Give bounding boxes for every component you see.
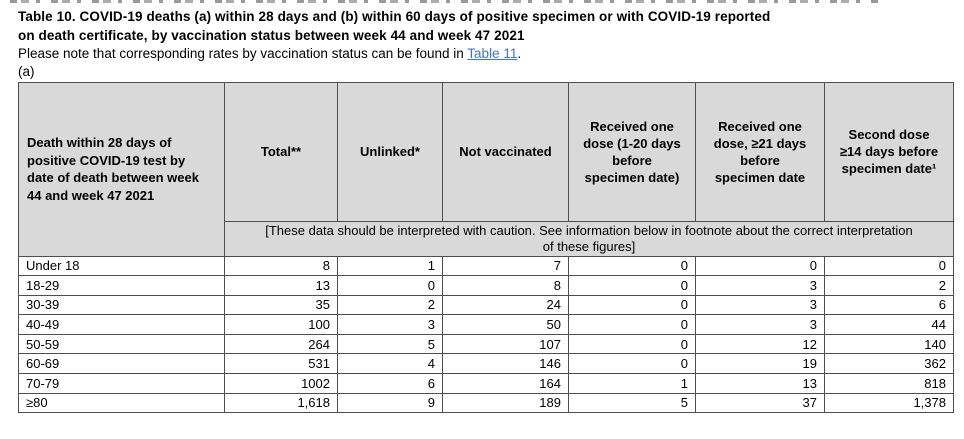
caution-note: [These data should be interpreted with c… (224, 220, 954, 257)
value-cell: 0 (568, 294, 696, 316)
value-cell: 2 (824, 275, 954, 296)
value-cell: 0 (695, 255, 825, 277)
value-cell: 3 (695, 275, 825, 296)
table-row: ≥80 1,618 9 189 5 37 1,378 (18, 392, 954, 414)
age-row-label: 70-79 (18, 373, 225, 394)
age-row-label: 30-39 (18, 294, 225, 316)
value-cell: 13 (224, 275, 338, 296)
value-cell: 24 (442, 294, 569, 316)
table-title: Table 10. COVID-19 deaths (a) within 28 … (18, 9, 771, 43)
value-cell: 1,378 (824, 392, 954, 414)
col-header-one-dose-21plus: Received one dose, ≥21 days before speci… (695, 81, 825, 222)
col-header-second-dose: Second dose ≥14 days before specimen dat… (824, 81, 954, 222)
age-row-label: Under 18 (18, 255, 225, 277)
value-cell: 1,618 (224, 392, 338, 414)
table-header: Death within 28 days of positive COVID-1… (18, 81, 954, 257)
value-cell: 3 (337, 314, 443, 335)
value-cell: 44 (824, 314, 954, 335)
value-cell: 146 (442, 353, 569, 375)
value-cell: 13 (695, 373, 825, 394)
note-suffix: . (517, 46, 522, 61)
table-11-link[interactable]: Table 11 (467, 46, 518, 61)
value-cell: 6 (824, 294, 954, 316)
value-cell: 189 (442, 392, 569, 414)
note-text: Please note that corresponding rates by … (18, 46, 468, 61)
table-row: 60-69 531 4 146 0 19 362 (18, 353, 954, 375)
col-header-not-vaccinated: Not vaccinated (442, 81, 569, 222)
value-cell: 107 (442, 333, 569, 355)
col-header-total: Total** (224, 81, 338, 222)
header-row: Death within 28 days of positive COVID-1… (18, 81, 954, 257)
value-cell: 0 (568, 333, 696, 355)
value-cell: 0 (337, 275, 443, 296)
value-cell: 0 (824, 255, 954, 277)
value-cell: 0 (568, 255, 696, 277)
note-line: Please note that corresponding rates by … (18, 45, 964, 63)
value-cell: 140 (824, 333, 954, 355)
col-header-unlinked: Unlinked* (337, 81, 443, 222)
value-cell: 264 (224, 333, 338, 355)
age-row-label: 50-59 (18, 333, 225, 355)
value-cell: 100 (224, 314, 338, 335)
covid-deaths-table: Death within 28 days of positive COVID-1… (18, 81, 954, 414)
value-cell: 164 (442, 373, 569, 394)
value-cell: 9 (337, 392, 443, 414)
caution-row: [These data should be interpreted with c… (19, 220, 954, 257)
table-row: 40-49 100 3 50 0 3 44 (18, 314, 954, 335)
value-cell: 0 (568, 275, 696, 296)
value-cell: 8 (442, 275, 569, 296)
value-cell: 0 (568, 353, 696, 375)
value-cell: 0 (568, 314, 696, 335)
value-cell: 362 (824, 353, 954, 375)
clipped-text-strip (10, 0, 882, 3)
value-cell: 2 (337, 294, 443, 316)
value-cell: 37 (695, 392, 825, 414)
value-cell: 7 (442, 255, 569, 277)
value-cell: 6 (337, 373, 443, 394)
value-cell: 4 (337, 353, 443, 375)
section-label: (a) (18, 63, 35, 79)
value-cell: 3 (695, 294, 825, 316)
value-cell: 818 (824, 373, 954, 394)
value-cell: 531 (224, 353, 338, 375)
table-row: 50-59 264 5 107 0 12 140 (18, 333, 954, 355)
value-cell: 1 (568, 373, 696, 394)
col-header-one-dose-1-20: Received one dose (1-20 days before spec… (568, 81, 696, 222)
age-row-label: 40-49 (18, 314, 225, 335)
table-row: 30-39 35 2 24 0 3 6 (18, 294, 954, 316)
value-cell: 19 (695, 353, 825, 375)
age-row-label: 60-69 (18, 353, 225, 375)
value-cell: 5 (337, 333, 443, 355)
value-cell: 12 (695, 333, 825, 355)
age-row-label: 18-29 (18, 275, 225, 296)
value-cell: 5 (568, 392, 696, 414)
value-cell: 1 (337, 255, 443, 277)
value-cell: 50 (442, 314, 569, 335)
table-row: 70-79 1002 6 164 1 13 818 (18, 373, 954, 394)
age-row-label: ≥80 (18, 392, 225, 414)
row-header-cell: Death within 28 days of positive COVID-1… (18, 81, 225, 257)
value-cell: 8 (224, 255, 338, 277)
value-cell: 1002 (224, 373, 338, 394)
value-cell: 35 (224, 294, 338, 316)
table-row: 18-29 13 0 8 0 3 2 (18, 275, 954, 296)
value-cell: 3 (695, 314, 825, 335)
